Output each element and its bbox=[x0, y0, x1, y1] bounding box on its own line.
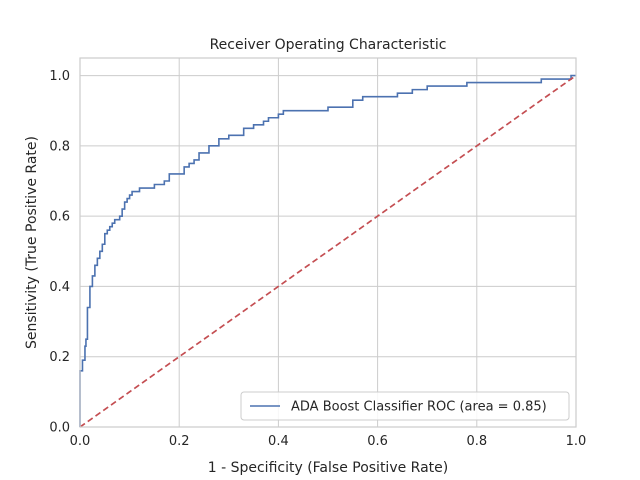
y-tick-label: 1.0 bbox=[49, 69, 70, 84]
y-tick-label: 0.8 bbox=[49, 139, 70, 154]
x-tick-label: 0.8 bbox=[466, 434, 487, 449]
legend: ADA Boost Classifier ROC (area = 0.85) bbox=[240, 391, 570, 421]
y-tick-label: 0.2 bbox=[49, 350, 70, 365]
legend-box bbox=[240, 391, 570, 421]
y-tick-label: 0.4 bbox=[49, 280, 70, 295]
y-tick-label: 0.0 bbox=[49, 421, 70, 436]
x-tick-label: 0.2 bbox=[169, 434, 190, 449]
chart-title: Receiver Operating Characteristic bbox=[210, 37, 447, 53]
legend-label: ADA Boost Classifier ROC (area = 0.85) bbox=[291, 400, 547, 415]
x-tick-labels: 0.0 0.2 0.4 0.6 0.8 1.0 bbox=[70, 434, 587, 449]
plot-frame bbox=[79, 57, 577, 428]
y-axis-label: Sensitivity (True Positive Rate) bbox=[24, 136, 40, 349]
roc-curve-line bbox=[79, 74, 576, 427]
x-tick-label: 0.0 bbox=[70, 434, 91, 449]
y-tick-labels: 0.0 0.2 0.4 0.6 0.8 1.0 bbox=[49, 69, 70, 435]
x-tick-label: 0.4 bbox=[268, 434, 289, 449]
chance-diagonal-line bbox=[79, 74, 577, 428]
x-tick-label: 1.0 bbox=[566, 434, 587, 449]
x-axis-label: 1 - Specificity (False Positive Rate) bbox=[208, 460, 449, 476]
x-tick-label: 0.6 bbox=[367, 434, 388, 449]
y-tick-label: 0.6 bbox=[49, 210, 70, 225]
series-layer bbox=[79, 74, 577, 428]
grid bbox=[79, 58, 577, 428]
